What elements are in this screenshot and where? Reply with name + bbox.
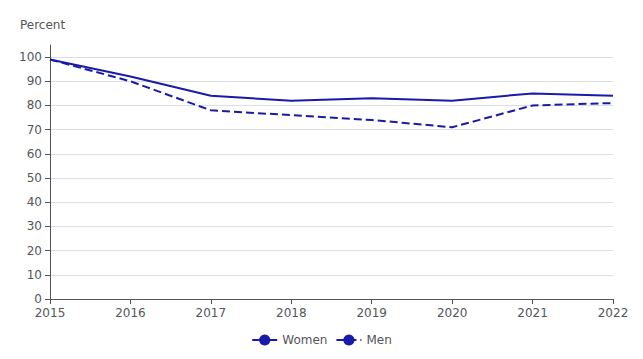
svg-text:20: 20 xyxy=(27,244,42,258)
svg-text:80: 80 xyxy=(27,98,42,112)
svg-text:2015: 2015 xyxy=(35,306,66,320)
svg-text:10: 10 xyxy=(27,268,42,282)
svg-text:50: 50 xyxy=(27,171,42,185)
svg-text:70: 70 xyxy=(27,123,42,137)
svg-text:2021: 2021 xyxy=(517,306,548,320)
svg-text:Percent: Percent xyxy=(20,18,65,32)
svg-text:0: 0 xyxy=(34,292,42,306)
svg-text:2022: 2022 xyxy=(598,306,629,320)
svg-text:2018: 2018 xyxy=(276,306,307,320)
svg-text:40: 40 xyxy=(27,195,42,209)
svg-text:2019: 2019 xyxy=(356,306,387,320)
svg-text:Women: Women xyxy=(282,333,327,347)
svg-text:90: 90 xyxy=(27,74,42,88)
svg-text:30: 30 xyxy=(27,219,42,233)
svg-text:Men: Men xyxy=(366,333,391,347)
svg-text:2017: 2017 xyxy=(196,306,227,320)
svg-text:100: 100 xyxy=(19,50,42,64)
svg-text:2016: 2016 xyxy=(115,306,146,320)
svg-text:60: 60 xyxy=(27,147,42,161)
svg-text:2020: 2020 xyxy=(437,306,468,320)
